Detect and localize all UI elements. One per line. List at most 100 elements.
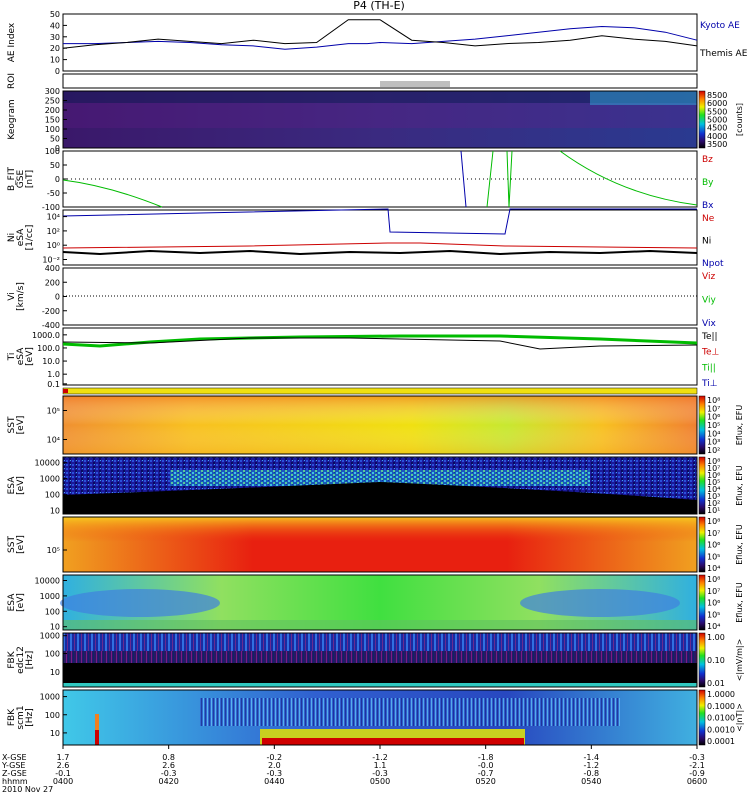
sst_i-colorbar-tick: 10⁵	[707, 552, 720, 561]
vi-ylabel: Vi	[7, 292, 17, 300]
bfit-by-jump	[486, 150, 513, 208]
vi-ytick-label: -400	[42, 321, 60, 330]
x-tick-label: 0540	[581, 777, 601, 786]
esa-e-panel	[62, 456, 698, 515]
ti-legend-Te⊥: Te⊥	[701, 348, 720, 358]
x-tick-label: -0.8	[584, 769, 600, 778]
sst_e-colorbar-tick: 10⁴	[707, 429, 720, 438]
vi-ylabel3: [km/s]	[16, 282, 26, 311]
ae-legend-themis: Themis AE	[699, 49, 748, 59]
x-tick-label: 2.0	[268, 761, 281, 770]
ae-ytick-label: 10	[50, 56, 60, 65]
x-tick-label: 2.6	[57, 761, 70, 770]
x-date-label: 2010 Nov 27	[2, 785, 53, 794]
sst_i-ylabel: SST	[7, 536, 17, 553]
esa_e-ytick-label: 1000	[40, 475, 60, 484]
x-tick-label: -1.8	[478, 753, 494, 762]
keogram-colorbar-tick: 8500	[707, 91, 727, 100]
x-row-label: X-GSE	[2, 753, 27, 762]
esa_e-ylabel2: [eV]	[16, 476, 26, 495]
keogram-colorbar-tick: 5500	[707, 107, 727, 116]
esa_i-ytick-label: 10000	[35, 577, 60, 586]
plot-title: P4 (TH-E)	[353, 0, 405, 12]
ni-ylabel2: eSA	[16, 228, 26, 246]
bfit-ytick-label: 0	[55, 175, 60, 184]
keogram-panel	[62, 90, 698, 149]
esa_i-colorbar-tick: 10⁵	[707, 610, 720, 619]
bfit-ytick-label: 100	[45, 147, 60, 156]
ni-ylabel3: [1/cc]	[25, 225, 35, 251]
ni-ne-line	[62, 242, 698, 249]
esa_i-ylabel: ESA	[7, 593, 17, 612]
fbk_b-ytick-label: 10	[50, 729, 60, 738]
esa_e-colorbar-tick: 10⁴	[707, 485, 720, 494]
sst_i-colorbar-tick: 10⁷	[707, 529, 720, 538]
ni-legend-Ne: Ne	[702, 214, 715, 224]
bfit-ylabel3: [nT]	[25, 170, 35, 188]
x-tick-label: 0420	[158, 777, 178, 786]
esa_i-ylabel2: [eV]	[16, 593, 26, 612]
esa_e-colorbar-tick: 10⁷	[707, 464, 720, 473]
ti-te-line	[62, 337, 698, 350]
x-tick-label: -0.9	[689, 769, 705, 778]
esa_i-colorbar-tick: 10⁴	[707, 622, 720, 631]
flag-strip	[62, 387, 698, 395]
sst_e-colorbar-tick: 10⁶	[707, 413, 720, 422]
fbk_e-colorbar-label: <|mV/m|>	[735, 639, 744, 682]
x-tick-label: 0.8	[162, 753, 175, 762]
fbk_e-colorbar-tick: 0.01	[707, 679, 725, 688]
fbk_e-ytick-label: 100	[45, 650, 60, 659]
roi-panel	[62, 73, 698, 89]
x-row-label: Z-GSE	[2, 769, 27, 778]
fbk_b-ylabel2: scm1	[16, 705, 26, 729]
ti-ylabel2: eSA	[16, 347, 26, 365]
sst_i-colorbar-label: Eflux, EFU	[735, 524, 744, 565]
ni-ytick-label: 10⁻²	[42, 256, 60, 265]
ti-ytick-label: 10.0	[42, 357, 60, 366]
keogram-ytick-label: 150	[45, 116, 60, 125]
sst_e-colorbar-label: Eflux, EFU	[735, 405, 744, 446]
x-tick-label: 0500	[370, 777, 390, 786]
ni-ni-line	[62, 249, 698, 256]
esa_i-colorbar-tick: 10⁶	[707, 599, 720, 608]
bfit-legend-Bx: Bx	[702, 201, 714, 211]
legends: Bz By Bx Ne Ni Npot Viz Viy Vix Te|| Te⊥ Ti|| Ti⊥	[701, 155, 724, 389]
roi-band	[380, 81, 450, 87]
roi-ylabel: ROI	[7, 73, 17, 89]
x-tick-label: -0.2	[267, 753, 283, 762]
ti-legend-Te||: Te||	[701, 332, 718, 342]
ti-legend-Ti⊥: Ti⊥	[701, 379, 718, 389]
x-tick-label: 0400	[53, 777, 73, 786]
ae-ytick-label: 20	[50, 44, 60, 53]
bfit-bx-jump	[460, 150, 467, 208]
x-tick-label: 1.1	[374, 761, 387, 770]
fbk_b-colorbar-tick: 0.1000	[707, 702, 735, 711]
ae-lines: Kyoto AE Themis AE	[62, 19, 748, 59]
ae-ytick-label: 40	[50, 21, 60, 30]
esa_e-colorbar-tick: 10⁶	[707, 471, 720, 480]
x-tick-label: -0.0	[478, 761, 494, 770]
keogram-ytick-label: 100	[45, 125, 60, 134]
fbk_e-ylabel2: edc12	[16, 646, 26, 674]
x-tick-label: 0440	[264, 777, 284, 786]
esa-i-panel	[60, 574, 698, 631]
ni-legend-Ni: Ni	[702, 237, 711, 247]
fbk_b-ytick-label: 1000	[40, 693, 60, 702]
ti-legend-Ti||: Ti||	[701, 363, 716, 373]
esa_e-ytick-label: 100	[45, 491, 60, 500]
x-tick-label: 1.7	[57, 753, 70, 762]
vi-ytick-label: 0	[55, 293, 60, 302]
fbk_b-ytick-label: 100	[45, 711, 60, 720]
ni-npot-line	[62, 208, 697, 235]
vi-legend-Viy: Viy	[702, 296, 716, 306]
esa_e-ytick-label: 10	[50, 507, 60, 516]
ni-legend-Npot: Npot	[702, 259, 724, 269]
esa_i-ytick-label: 100	[45, 607, 60, 616]
esa_i-colorbar-tick: 10⁸	[707, 575, 720, 584]
esa_i-colorbar-label: Eflux, EFU	[735, 582, 744, 623]
esa_i-ytick-label: 10	[50, 623, 60, 632]
sst-i-panel	[62, 516, 698, 573]
x-tick-label: -0.3	[161, 769, 177, 778]
keogram-ytick-label: 300	[45, 87, 60, 96]
esa_e-colorbar-tick: 10³	[707, 492, 720, 501]
